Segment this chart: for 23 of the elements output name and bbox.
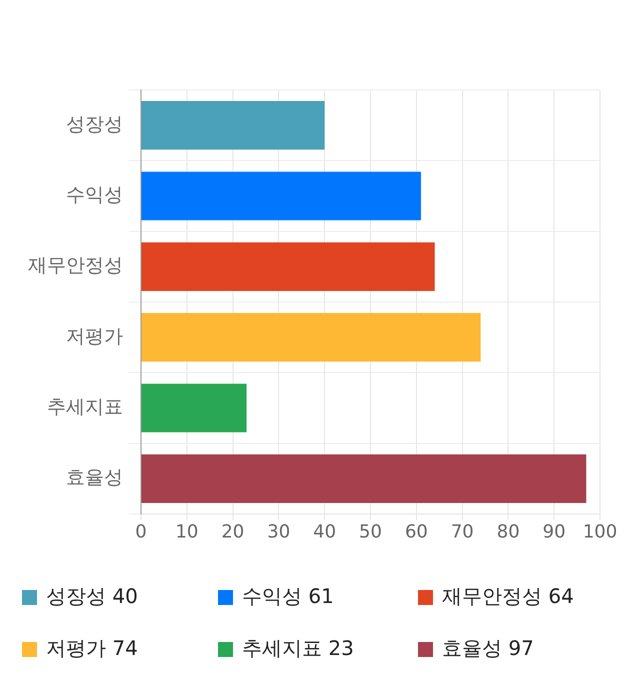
y-tick-label: 성장성 bbox=[66, 113, 123, 136]
y-tick-label: 재무안정성 bbox=[28, 254, 123, 277]
legend-label: 성장성 40 bbox=[46, 584, 138, 608]
y-tick-label: 효율성 bbox=[66, 466, 123, 489]
x-tick-label: 60 bbox=[404, 521, 428, 542]
legend-label: 재무안정성 64 bbox=[442, 584, 574, 608]
x-tick-label: 50 bbox=[359, 521, 382, 542]
x-tick-label: 100 bbox=[582, 521, 618, 542]
legend-label: 저평가 74 bbox=[46, 636, 138, 660]
y-tick-label: 추세지표 bbox=[47, 396, 123, 418]
x-tick-label: 10 bbox=[175, 521, 198, 542]
x-tick-label: 70 bbox=[450, 521, 474, 542]
x-tick-label: 80 bbox=[496, 521, 520, 542]
y-tick-label: 저평가 bbox=[66, 325, 123, 348]
x-tick-label: 40 bbox=[313, 521, 336, 542]
y-tick-label: 수익성 bbox=[66, 184, 123, 206]
legend-label: 추세지표 23 bbox=[242, 636, 354, 660]
x-tick-label: 30 bbox=[267, 521, 290, 542]
x-tick-label: 90 bbox=[542, 521, 566, 542]
legend-label: 수익성 61 bbox=[242, 584, 334, 608]
x-tick-label: 0 bbox=[135, 521, 147, 542]
x-tick-label: 20 bbox=[221, 521, 244, 542]
legend-label: 효율성 97 bbox=[442, 636, 534, 660]
